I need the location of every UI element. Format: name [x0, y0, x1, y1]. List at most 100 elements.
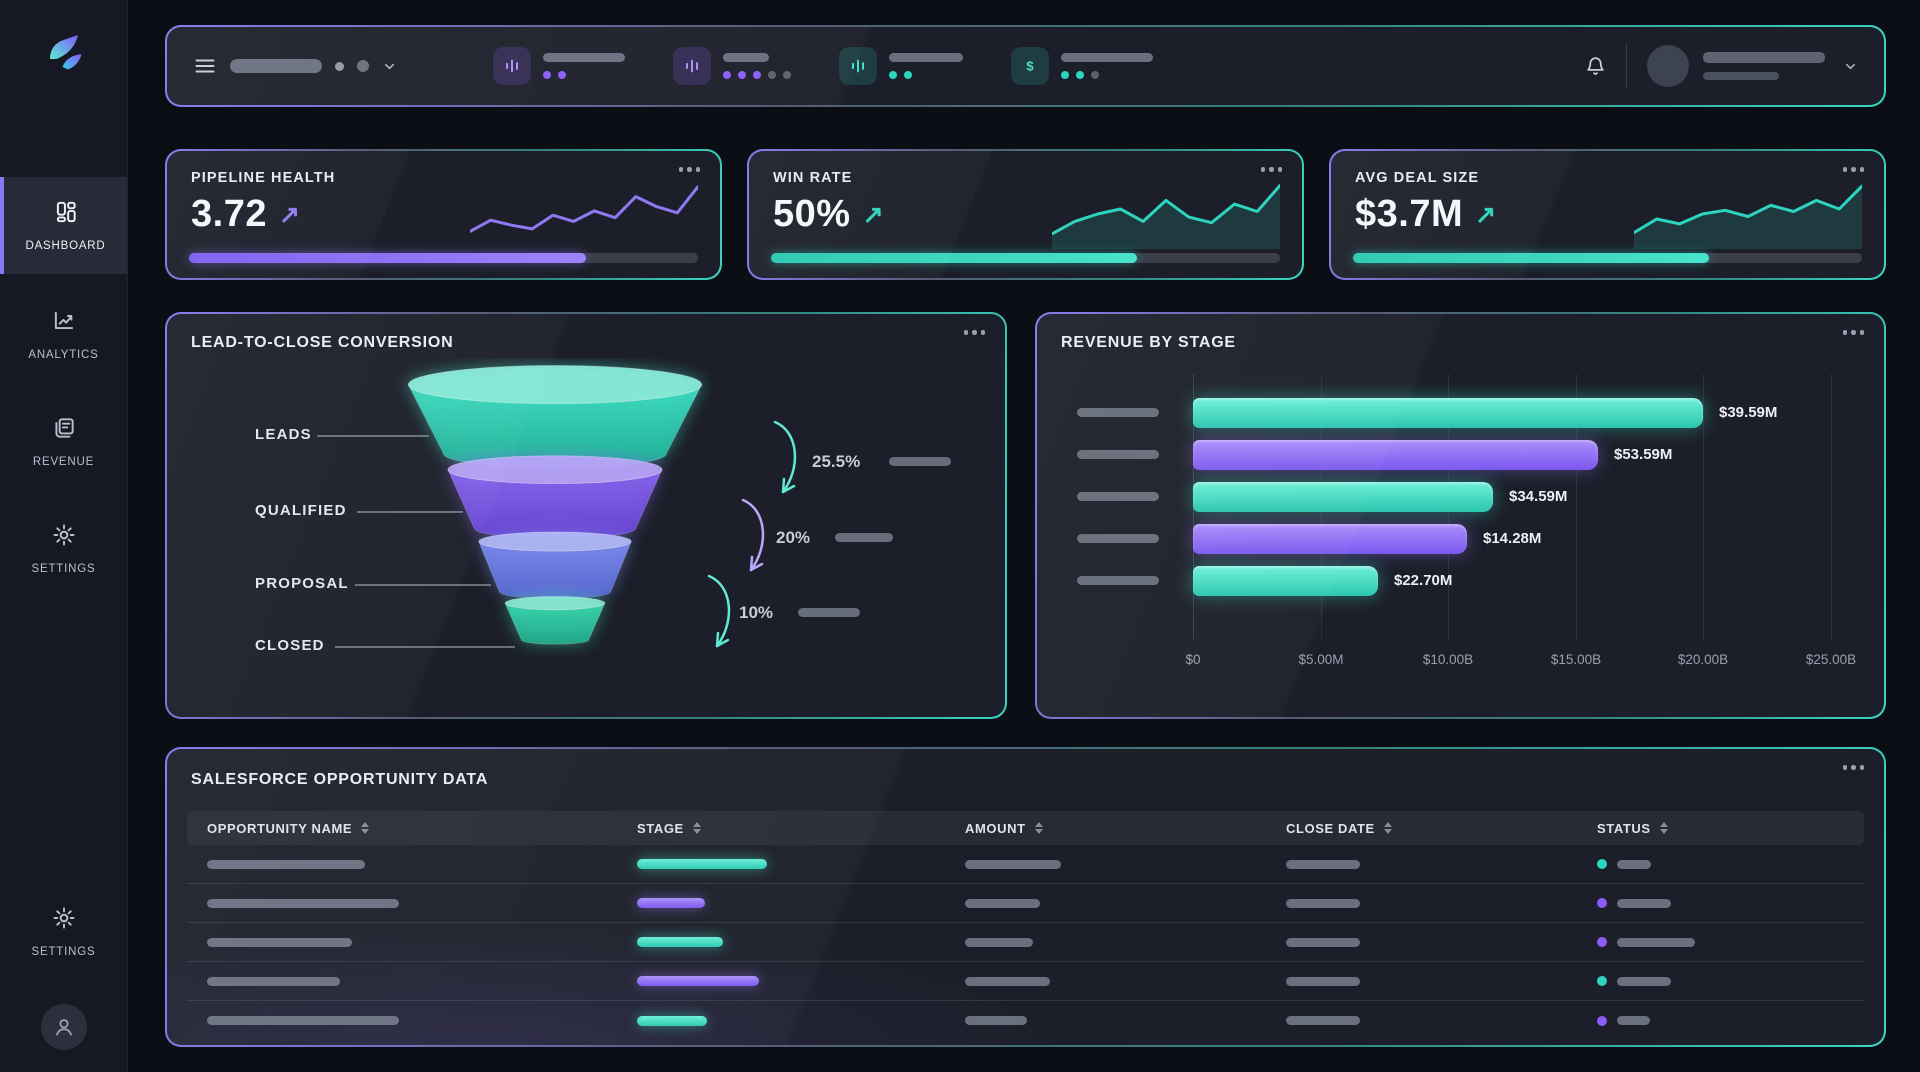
status-skeleton — [1617, 937, 1695, 947]
topbar-metric-group[interactable] — [673, 47, 791, 85]
metric-skeleton — [723, 53, 769, 62]
topbar-metric-group[interactable] — [839, 47, 963, 85]
funnel-svg — [407, 365, 703, 645]
metric-skeleton — [1061, 53, 1153, 62]
close-date-skeleton — [1286, 976, 1360, 986]
sidebar-item-settings[interactable]: SETTINGS — [0, 502, 127, 595]
funnel-chart: LEADS QUALIFIED PROPOSAL CLOSED 25.5% 20… — [167, 314, 1005, 717]
conversion-arrow-icon — [741, 498, 765, 572]
opportunity-name-skeleton — [207, 859, 365, 869]
kpi-title: WIN RATE — [773, 170, 853, 186]
status-skeleton — [1617, 898, 1671, 908]
conversion-skeleton — [889, 457, 951, 466]
table-row[interactable] — [187, 962, 1864, 1001]
sidebar-item-label: SETTINGS — [31, 946, 96, 958]
status-skeleton — [1617, 859, 1651, 869]
column-header-stage[interactable]: STAGE — [617, 821, 945, 836]
opportunity-name-skeleton — [207, 898, 399, 908]
stage-pill — [637, 1015, 707, 1026]
column-header-status[interactable]: STATUS — [1577, 821, 1864, 836]
column-header-close-date[interactable]: CLOSE DATE — [1266, 821, 1577, 836]
amount-skeleton — [965, 937, 1033, 947]
topbar-avatar[interactable] — [1647, 45, 1689, 87]
hamburger-menu-icon[interactable] — [193, 54, 217, 78]
app-logo[interactable] — [37, 26, 91, 85]
bar-value-label: $53.59M — [1614, 446, 1673, 463]
gridline — [1831, 374, 1832, 640]
stage-pill — [637, 859, 767, 869]
amount-skeleton — [965, 898, 1040, 908]
y-axis-label-skeleton — [1077, 534, 1159, 543]
table-row[interactable] — [187, 1001, 1864, 1040]
bell-icon[interactable] — [1583, 54, 1608, 79]
opportunity-name-skeleton — [207, 937, 352, 947]
topbar-metric-group[interactable] — [493, 47, 625, 85]
role-skeleton — [1703, 72, 1779, 80]
y-axis-label-skeleton — [1077, 408, 1159, 417]
kpi-sparkline — [1634, 184, 1862, 249]
column-header-opportunity-name[interactable]: OPPORTUNITY NAME — [187, 821, 617, 836]
revenue-bar — [1193, 566, 1378, 596]
sort-icon — [692, 821, 701, 835]
close-date-skeleton — [1286, 859, 1360, 869]
table-row[interactable] — [187, 845, 1864, 884]
funnel-connector-line — [317, 435, 429, 437]
stage-pill — [637, 976, 759, 986]
kpi-value: 3.72 — [191, 193, 267, 235]
kpi-card-0: PIPELINE HEALTH 3.72 ↗ — [165, 149, 722, 280]
more-menu-icon[interactable] — [1842, 167, 1864, 172]
kpi-sparkline — [470, 185, 698, 233]
amount-skeleton — [965, 976, 1050, 986]
more-menu-icon[interactable] — [963, 330, 985, 335]
revenue-panel: REVENUE BY STAGE $39.59M $53.59M $34.59M… — [1035, 312, 1886, 719]
breadcrumb-skeleton — [230, 59, 322, 73]
sidebar-nav: DASHBOARD ANALYTICS REVENUE SETTINGS — [0, 177, 127, 595]
status-dot — [723, 71, 731, 79]
conversion-arrow-icon — [707, 574, 731, 648]
waveform-icon — [673, 47, 711, 85]
status-dot — [1597, 937, 1607, 947]
table-row[interactable] — [187, 923, 1864, 962]
metric-skeleton — [543, 53, 625, 62]
opportunity-table-panel: SALESFORCE OPPORTUNITY DATA OPPORTUNITY … — [165, 747, 1886, 1047]
table-title: SALESFORCE OPPORTUNITY DATA — [191, 771, 489, 788]
waveform-icon — [839, 47, 877, 85]
close-date-skeleton — [1286, 898, 1360, 908]
more-menu-icon[interactable] — [1842, 765, 1864, 770]
opportunity-name-skeleton — [207, 1016, 399, 1025]
status-skeleton — [1617, 976, 1671, 986]
topbar-metric-group[interactable]: $ — [1011, 47, 1153, 85]
more-menu-icon[interactable] — [1842, 330, 1864, 335]
chevron-down-icon[interactable] — [382, 59, 397, 74]
more-menu-icon[interactable] — [678, 167, 700, 172]
user-avatar[interactable] — [40, 1004, 87, 1050]
table-header-row: OPPORTUNITY NAME STAGE AMOUNT CLOSE DATE STA… — [187, 811, 1864, 845]
funnel-stage-label: CLOSED — [255, 637, 325, 654]
conversion-rate-value: 20% — [776, 528, 811, 547]
status-skeleton — [1617, 1016, 1650, 1025]
topbar-metrics: $ — [493, 47, 1153, 85]
chevron-down-icon[interactable] — [1843, 59, 1858, 74]
status-dot — [1597, 859, 1607, 869]
sidebar-footer-nav: SETTINGS — [0, 871, 127, 978]
y-axis-label-skeleton — [1077, 576, 1159, 585]
trend-up-icon: ↗ — [862, 200, 884, 229]
funnel-stage-qualified — [447, 455, 663, 539]
sidebar-item-analytics[interactable]: ANALYTICS — [0, 288, 127, 381]
dollar-icon: $ — [1011, 47, 1049, 85]
gridline — [1576, 374, 1577, 640]
y-axis-label-skeleton — [1077, 450, 1159, 459]
sidebar-item-revenue[interactable]: REVENUE — [0, 395, 127, 488]
sidebar-item-settings-bottom[interactable]: SETTINGS — [0, 885, 127, 978]
table-row[interactable] — [187, 884, 1864, 923]
sort-icon — [1383, 821, 1392, 835]
amount-skeleton — [965, 859, 1061, 869]
status-dot — [738, 71, 746, 79]
column-header-amount[interactable]: AMOUNT — [945, 821, 1266, 836]
more-menu-icon[interactable] — [1260, 167, 1282, 172]
revenue-icon — [51, 415, 77, 446]
conversion-skeleton — [835, 533, 893, 542]
funnel-stage-proposal — [478, 531, 632, 600]
kpi-progress-track — [1353, 253, 1862, 263]
sidebar-item-dashboard[interactable]: DASHBOARD — [0, 177, 127, 274]
